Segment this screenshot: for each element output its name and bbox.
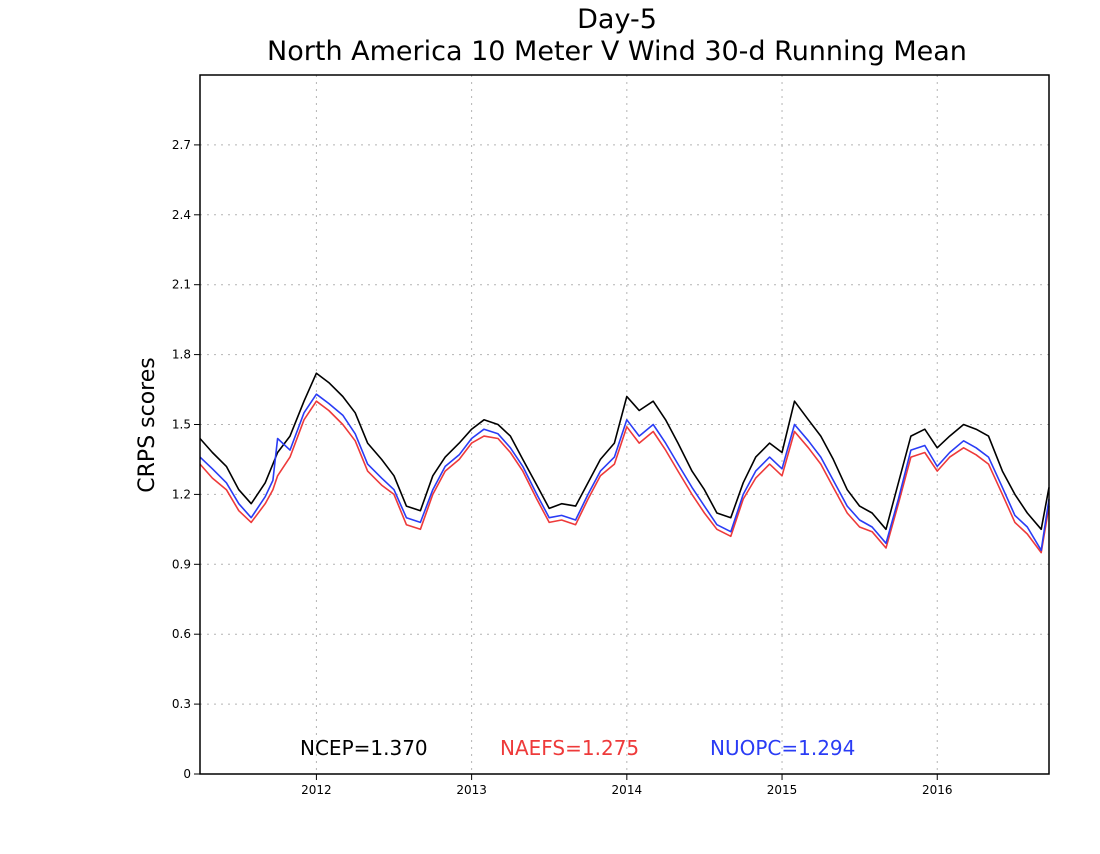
x-tick-label: 2012 bbox=[301, 783, 332, 797]
y-tick-label: 0.6 bbox=[172, 627, 191, 641]
y-tick-label: 2.1 bbox=[172, 278, 191, 292]
legend-entry-ncep: NCEP=1.370 bbox=[300, 736, 428, 760]
x-tick-label: 2013 bbox=[456, 783, 487, 797]
y-tick-label: 2.4 bbox=[172, 208, 191, 222]
series-line-ncep bbox=[199, 372, 1050, 531]
legend: NCEP=1.370 NAEFS=1.275 NUOPC=1.294 bbox=[300, 736, 855, 760]
series-line-nuopc bbox=[199, 393, 1050, 552]
x-tick-label: 2015 bbox=[767, 783, 798, 797]
x-tick-label: 2014 bbox=[612, 783, 643, 797]
x-ticks: 2012 2013 2014 2015 2016 bbox=[301, 774, 953, 797]
legend-entry-nuopc: NUOPC=1.294 bbox=[710, 736, 855, 760]
y-tick-label: 2.7 bbox=[172, 138, 191, 152]
legend-entry-naefs: NAEFS=1.275 bbox=[500, 736, 639, 760]
series-line-naefs bbox=[199, 400, 1050, 554]
y-axis-label: CRPS scores bbox=[135, 357, 160, 492]
y-tick-label: 1.2 bbox=[172, 487, 191, 501]
y-tick-label: 0 bbox=[183, 767, 191, 781]
y-tick-label: 1.8 bbox=[172, 348, 191, 362]
grid bbox=[200, 75, 1049, 774]
y-tick-label: 0.3 bbox=[172, 697, 191, 711]
x-tick-label: 2016 bbox=[922, 783, 953, 797]
y-tick-label: 1.5 bbox=[172, 418, 191, 432]
chart-title-line1: Day-5 bbox=[577, 4, 657, 35]
chart-title-line2: North America 10 Meter V Wind 30-d Runni… bbox=[267, 36, 967, 67]
y-ticks: 0 0.3 0.6 0.9 1.2 1.5 1.8 2.1 2.4 2.7 bbox=[172, 138, 200, 781]
y-tick-label: 0.9 bbox=[172, 557, 191, 571]
series-lines bbox=[199, 372, 1050, 554]
